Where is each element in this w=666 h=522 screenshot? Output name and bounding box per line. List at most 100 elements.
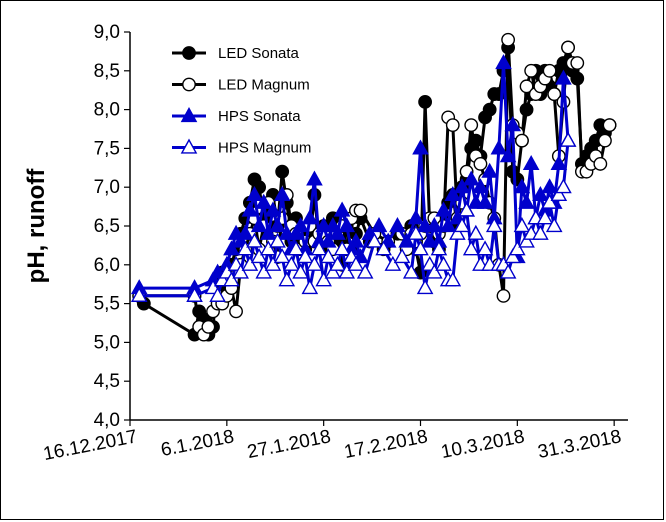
data-point: [223, 240, 240, 256]
data-point: [522, 154, 540, 171]
data-point: [329, 224, 346, 240]
data-point: [555, 69, 572, 85]
data-point: [430, 240, 448, 256]
data-point: [246, 232, 263, 248]
data-point: [275, 164, 290, 179]
data-point: [255, 193, 273, 209]
data-point: [292, 263, 309, 279]
data-point: [435, 255, 452, 271]
data-point: [598, 133, 612, 148]
series-hps-magnum: [130, 131, 577, 302]
data-point: [310, 240, 328, 256]
data-point: [301, 209, 319, 225]
data-point: [496, 288, 511, 303]
y-tick-label: 5,5: [94, 294, 120, 315]
data-point: [347, 255, 365, 271]
data-point: [439, 217, 457, 233]
data-point: [550, 154, 568, 171]
data-point: [301, 279, 319, 295]
data-point: [333, 240, 351, 256]
data-point: [260, 224, 277, 240]
data-point: [485, 217, 503, 233]
data-point: [476, 240, 494, 256]
data-point: [532, 186, 549, 202]
data-point: [292, 217, 309, 233]
data-point: [524, 63, 539, 78]
data-point: [509, 240, 526, 256]
data-point: [519, 102, 534, 117]
y-tick-label: 6,5: [94, 216, 120, 237]
data-point: [264, 255, 282, 271]
data-point: [236, 224, 254, 240]
data-point: [536, 209, 554, 225]
data-point: [513, 178, 531, 194]
data-point: [444, 271, 462, 287]
data-point: [490, 139, 508, 155]
data-point: [467, 224, 485, 240]
data-point: [269, 232, 286, 248]
legend-marker: [180, 138, 198, 154]
legend-bg: [168, 105, 376, 127]
data-point: [541, 178, 558, 194]
x-tick-label: 10.3.2018: [439, 426, 526, 463]
data-point: [370, 217, 388, 233]
data-point: [338, 217, 356, 233]
data-point: [515, 133, 529, 148]
data-point: [306, 255, 323, 271]
data-point: [559, 131, 577, 147]
data-point: [426, 217, 443, 233]
data-point: [260, 240, 277, 256]
y-tick-label: 5,0: [94, 332, 120, 353]
data-point: [541, 193, 558, 209]
y-tick-label: 6,0: [94, 255, 120, 276]
y-axis-title: pH, runoff: [23, 168, 50, 284]
data-point: [241, 201, 259, 217]
data-point: [209, 286, 226, 302]
data-point: [542, 63, 557, 78]
data-point: [269, 217, 286, 233]
data-point: [472, 178, 489, 194]
data-point: [250, 217, 268, 233]
data-point: [255, 263, 273, 279]
data-point: [353, 203, 368, 218]
data-point: [473, 157, 488, 171]
data-point: [518, 232, 535, 248]
legend-marker: [182, 77, 196, 92]
data-point: [273, 248, 291, 264]
legend-bg: [168, 136, 376, 159]
y-tick-label: 7,0: [94, 177, 120, 198]
data-point: [482, 102, 497, 117]
data-point: [329, 255, 346, 271]
data-point: [223, 271, 240, 287]
data-point: [462, 170, 480, 186]
y-tick-label: 7,5: [94, 138, 120, 159]
data-point: [232, 263, 249, 279]
data-point: [315, 271, 332, 287]
data-point: [319, 248, 337, 264]
legend-label: LED Magnum: [218, 77, 310, 94]
data-point: [518, 193, 535, 209]
x-tick-label: 16.12.2017: [42, 426, 139, 465]
data-point: [130, 286, 148, 302]
legend-label: HPS Magnum: [218, 140, 311, 157]
y-tick-label: 4,0: [94, 410, 120, 431]
data-point: [416, 279, 434, 295]
data-point: [453, 178, 471, 194]
data-point: [319, 232, 337, 248]
y-tick-label: 9,0: [94, 22, 120, 43]
data-point: [547, 87, 562, 101]
data-point: [229, 304, 243, 319]
data-point: [504, 116, 522, 132]
y-tick-label: 8,5: [94, 61, 120, 82]
data-point: [283, 255, 300, 271]
data-point: [495, 54, 512, 70]
legend-bg: [168, 73, 376, 96]
data-point: [333, 201, 351, 217]
data-point: [347, 232, 365, 248]
data-point: [499, 263, 517, 279]
y-tick-label: 4,5: [94, 371, 120, 392]
data-point: [570, 56, 585, 70]
data-point: [273, 186, 291, 202]
